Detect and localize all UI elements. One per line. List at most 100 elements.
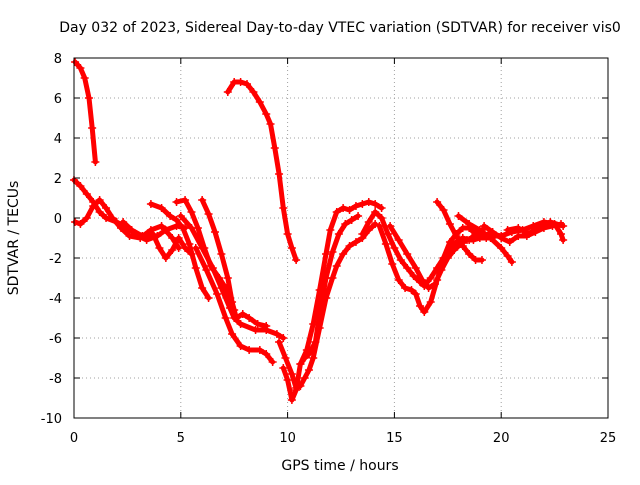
data-point bbox=[266, 120, 275, 128]
data-point bbox=[471, 230, 480, 238]
series-arc-5 bbox=[146, 200, 213, 302]
data-point bbox=[386, 222, 395, 230]
data-point bbox=[497, 232, 506, 240]
data-point bbox=[243, 80, 252, 88]
data-point bbox=[287, 244, 296, 252]
data-point bbox=[411, 290, 420, 298]
y-tick-label: 6 bbox=[54, 92, 62, 107]
data-point bbox=[354, 212, 363, 220]
data-point bbox=[334, 230, 343, 238]
data-point bbox=[174, 234, 183, 242]
data-point bbox=[255, 346, 264, 354]
data-point bbox=[332, 262, 341, 270]
y-tick-label: 0 bbox=[54, 212, 62, 227]
data-point bbox=[292, 256, 301, 264]
data-point bbox=[275, 338, 284, 346]
data-point bbox=[430, 280, 439, 288]
data-point bbox=[424, 284, 433, 292]
series-arc-9 bbox=[198, 196, 271, 330]
data-point bbox=[486, 230, 495, 238]
data-point bbox=[155, 244, 164, 252]
data-point bbox=[82, 190, 91, 198]
data-point bbox=[281, 354, 290, 362]
series-trace bbox=[434, 199, 485, 263]
data-point bbox=[236, 320, 245, 328]
y-tick-label: -4 bbox=[49, 292, 62, 307]
data-point bbox=[232, 314, 241, 322]
data-point bbox=[388, 260, 397, 268]
data-point bbox=[309, 320, 318, 328]
data-point bbox=[198, 196, 207, 204]
data-point bbox=[217, 284, 226, 292]
y-tick-label: -8 bbox=[49, 372, 62, 387]
data-point bbox=[84, 94, 93, 102]
series-arc-8 bbox=[191, 244, 277, 366]
data-point bbox=[358, 200, 367, 208]
data-point bbox=[166, 212, 175, 220]
data-point bbox=[377, 214, 386, 222]
data-point bbox=[253, 320, 262, 328]
tick-layer: 0 5 10 15 20 25 -10 -8 -6 -4 -2 0 2 4 6 8 bbox=[41, 52, 617, 446]
x-tick-label: 15 bbox=[386, 431, 403, 446]
series-trace bbox=[120, 219, 194, 261]
data-point bbox=[279, 364, 288, 372]
data-point bbox=[358, 230, 367, 238]
data-point bbox=[403, 264, 412, 272]
data-point bbox=[345, 242, 354, 250]
data-point bbox=[475, 226, 484, 234]
data-point bbox=[420, 308, 429, 316]
data-point bbox=[283, 230, 292, 238]
data-point bbox=[426, 274, 435, 282]
data-point bbox=[311, 338, 320, 346]
data-point bbox=[213, 290, 222, 298]
data-point bbox=[443, 254, 452, 262]
series-trace bbox=[72, 59, 98, 165]
data-point bbox=[377, 204, 386, 212]
data-point bbox=[394, 236, 403, 244]
series-arc-1 bbox=[71, 58, 100, 166]
data-point bbox=[505, 238, 514, 246]
data-point bbox=[371, 220, 380, 228]
y-tick-label: 2 bbox=[54, 172, 62, 187]
data-point bbox=[245, 314, 254, 322]
data-point bbox=[426, 298, 435, 306]
data-point bbox=[71, 218, 80, 226]
data-point bbox=[300, 374, 309, 382]
data-point bbox=[341, 220, 350, 228]
x-tick-label: 5 bbox=[177, 431, 185, 446]
data-point bbox=[157, 222, 166, 230]
data-point bbox=[80, 74, 89, 82]
x-tick-label: 20 bbox=[493, 431, 510, 446]
data-point bbox=[309, 354, 318, 362]
data-point bbox=[181, 196, 190, 204]
data-point bbox=[275, 170, 284, 178]
data-point bbox=[439, 206, 448, 214]
data-point bbox=[315, 286, 324, 294]
data-point bbox=[450, 246, 459, 254]
data-point bbox=[383, 230, 392, 238]
data-point bbox=[223, 274, 232, 282]
data-point bbox=[559, 222, 568, 230]
data-point bbox=[172, 216, 181, 224]
data-point bbox=[88, 124, 97, 132]
data-point bbox=[204, 210, 213, 218]
y-tick-label: -10 bbox=[41, 412, 62, 427]
data-point bbox=[445, 220, 454, 228]
data-point bbox=[437, 266, 446, 274]
plot-frame bbox=[73, 57, 609, 419]
data-point bbox=[445, 238, 454, 246]
series-arc-10 bbox=[223, 78, 301, 264]
data-point bbox=[283, 376, 292, 384]
y-tick-label: -6 bbox=[49, 332, 62, 347]
data-point bbox=[381, 240, 390, 248]
data-point bbox=[191, 264, 200, 272]
data-point bbox=[251, 326, 260, 334]
data-point bbox=[279, 334, 288, 342]
data-point bbox=[187, 208, 196, 216]
data-point bbox=[296, 360, 305, 368]
data-point bbox=[465, 250, 474, 258]
data-point bbox=[208, 264, 217, 272]
data-point bbox=[403, 250, 412, 258]
